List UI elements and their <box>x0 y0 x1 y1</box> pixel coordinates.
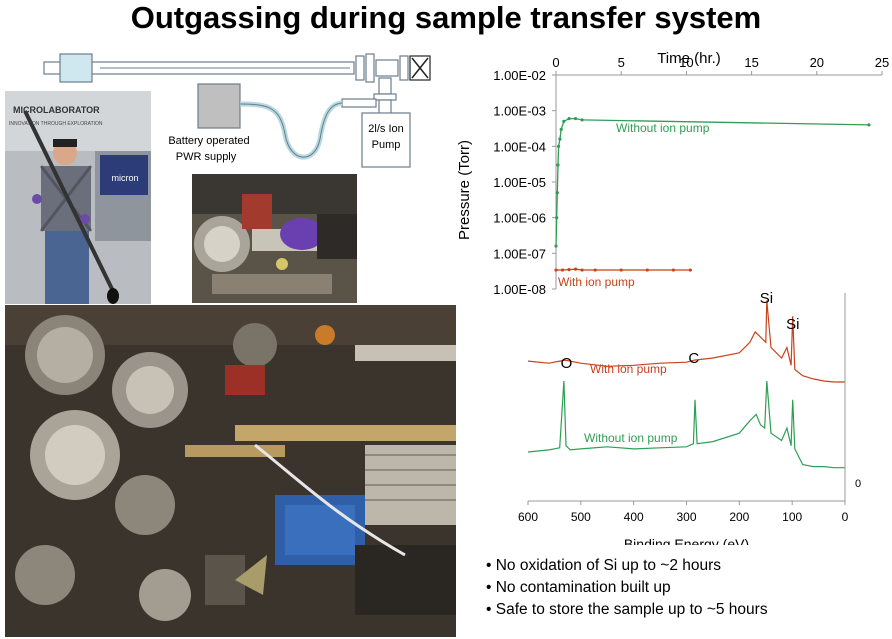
supply-label-1: Battery operated <box>168 135 249 147</box>
xps-x-tick-label: 200 <box>729 510 749 524</box>
x-tick-label: 5 <box>618 55 625 70</box>
peak-label: Si <box>760 290 773 307</box>
list-item: • Safe to store the sample up to ~5 hour… <box>486 601 768 618</box>
y-tick-label: 1.00E-05 <box>493 175 546 190</box>
xps-series-0 <box>527 300 845 383</box>
series-line-0 <box>555 117 870 247</box>
data-point <box>580 268 584 272</box>
data-point <box>580 118 584 122</box>
person-badge-2: INNOVATION THROUGH EXPLORATION <box>9 121 103 127</box>
person-photo: micron MICROLABORATOR INNOVATION THROUGH… <box>5 91 151 304</box>
pressure-chart-xlabel: Time (hr.) <box>657 50 721 67</box>
data-point <box>567 116 571 121</box>
y-tick-label: 1.00E-06 <box>493 211 546 226</box>
person-sign-text: micron <box>111 173 138 183</box>
legend-with-ion-pump: With ion pump <box>558 275 635 289</box>
data-point <box>556 163 560 167</box>
y-tick-label: 1.00E-02 <box>493 68 546 83</box>
ion-pump-box <box>361 112 411 168</box>
x-tick-label: 20 <box>810 55 824 70</box>
gloved-hands-photo <box>192 174 357 303</box>
transfer-system-schematic: Battery operated PWR supply 2l/s Ion Pum… <box>43 53 431 168</box>
data-point <box>671 268 675 272</box>
data-point <box>619 268 623 272</box>
xps-series-1 <box>527 380 845 469</box>
y-tick-label: 1.00E-03 <box>493 104 546 119</box>
data-point <box>593 268 597 272</box>
data-point <box>688 268 692 272</box>
pump-label-1: 2l/s Ion <box>368 123 403 135</box>
xps-x-tick-label: 600 <box>518 510 538 524</box>
x-tick-label: 15 <box>744 55 758 70</box>
y-tick-label: 1.00E-08 <box>493 282 546 297</box>
xps-spectrum-chart: O C Si Si With ion pump Without ion pump 60… <box>518 290 861 545</box>
xps-x-tick-label: 100 <box>782 510 802 524</box>
conclusion-list: • No oxidation of Si up to ~2 hours • No… <box>486 555 768 621</box>
data-point <box>557 144 561 148</box>
data-point <box>867 123 871 127</box>
list-item: • No contamination built up <box>486 579 671 596</box>
data-point <box>554 244 558 248</box>
xps-x-tick-label: 500 <box>571 510 591 524</box>
xps-x-tick-label: 400 <box>624 510 644 524</box>
pressure-chart: Time (hr.) Pressure (Torr) 1.00E-02 1.00E… <box>456 50 889 297</box>
data-point <box>558 137 562 141</box>
series-line-1 <box>556 268 691 271</box>
y-tick-label: 1.00E-04 <box>493 139 546 154</box>
data-point <box>567 267 571 272</box>
peak-label: C <box>688 350 699 367</box>
xps-x-tick-label: 300 <box>676 510 696 524</box>
data-point <box>555 216 559 220</box>
x-tick-label: 10 <box>679 55 693 70</box>
data-point <box>573 116 578 121</box>
data-point <box>559 127 563 131</box>
list-item: • No oxidation of Si up to ~2 hours <box>486 557 722 574</box>
supply-label-2: PWR supply <box>176 151 237 163</box>
peak-label: Si <box>786 316 799 333</box>
xps-zero-label: 0 <box>855 478 861 490</box>
data-point <box>645 268 649 272</box>
data-point <box>562 119 566 124</box>
data-point <box>554 268 558 272</box>
legend-without-ion-pump: Without ion pump <box>616 121 710 135</box>
x-tick-label: 0 <box>552 55 559 70</box>
data-point <box>560 268 565 272</box>
pressure-chart-ylabel: Pressure (Torr) <box>456 140 473 240</box>
xps-chart-xlabel: Binding Energy (eV) <box>624 536 749 545</box>
pump-label-2: Pump <box>372 139 401 151</box>
vacuum-chamber-photo <box>5 305 456 637</box>
xps-x-tick-label: 0 <box>842 510 849 524</box>
slide-title: Outgassing during sample transfer system <box>130 0 762 35</box>
gate-valve-icon <box>411 57 429 79</box>
xps-label-with-ion-pump: With ion pump <box>590 362 667 376</box>
y-tick-label: 1.00E-07 <box>493 246 546 261</box>
x-tick-label: 25 <box>875 55 889 70</box>
peak-label: O <box>561 355 573 372</box>
person-badge-1: MICROLABORATOR <box>13 105 100 115</box>
power-supply-box <box>197 83 241 129</box>
rod-handle <box>59 53 93 83</box>
xps-label-without-ion-pump: Without ion pump <box>584 431 678 445</box>
data-point <box>555 191 559 195</box>
data-point <box>573 267 578 271</box>
